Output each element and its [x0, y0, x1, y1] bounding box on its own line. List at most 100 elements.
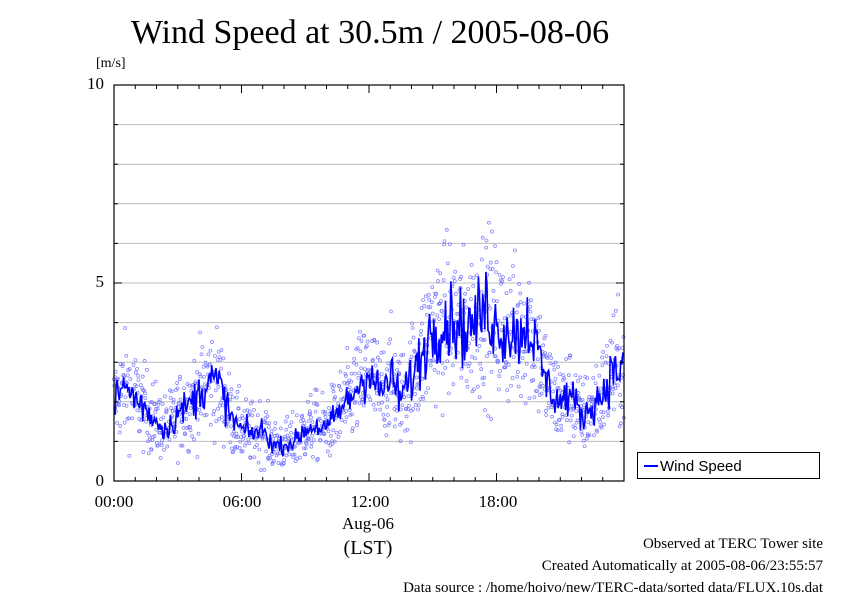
sample-point	[143, 396, 148, 400]
sample-point	[496, 387, 501, 392]
sample-point	[392, 424, 397, 429]
sample-point	[135, 408, 140, 413]
sample-point	[551, 362, 556, 367]
sample-point	[232, 434, 237, 439]
sample-point	[379, 350, 384, 355]
sample-point	[394, 408, 399, 413]
sample-point	[407, 403, 411, 408]
sample-point	[416, 407, 420, 412]
sample-point	[133, 370, 138, 375]
sample-point	[502, 316, 507, 321]
sample-point	[205, 364, 210, 369]
sample-point	[171, 409, 175, 413]
sample-point	[489, 369, 494, 374]
sample-point	[523, 373, 528, 377]
sample-point	[451, 382, 456, 387]
sample-point	[485, 354, 489, 359]
sample-point	[479, 289, 484, 294]
sample-point	[246, 437, 251, 442]
sample-point	[366, 394, 371, 399]
sample-point	[568, 353, 573, 358]
sample-point	[506, 399, 511, 404]
sample-point	[318, 438, 323, 443]
sample-point	[275, 451, 280, 456]
sample-point	[577, 395, 582, 400]
sample-point	[484, 238, 489, 243]
sample-point	[198, 411, 203, 416]
sample-point	[551, 389, 556, 394]
sample-point	[574, 409, 578, 413]
sample-point	[349, 379, 354, 384]
sample-point	[157, 397, 162, 402]
sample-point	[548, 352, 552, 357]
sample-point	[524, 361, 529, 366]
sample-point	[308, 412, 313, 416]
sample-point	[320, 390, 325, 395]
sample-point	[247, 409, 252, 414]
sample-point	[477, 395, 482, 400]
sample-point	[483, 408, 487, 412]
sample-point	[496, 358, 500, 363]
sample-point	[559, 428, 564, 432]
x-axis-label: (LST)	[343, 537, 393, 559]
sample-point	[408, 340, 412, 345]
sample-point	[514, 310, 519, 315]
sample-point	[310, 419, 315, 424]
sample-point	[130, 416, 135, 421]
sample-point	[358, 329, 362, 334]
sample-point	[263, 410, 268, 414]
series-lines	[113, 271, 624, 457]
sample-point	[219, 366, 224, 371]
sample-point	[519, 314, 524, 319]
sample-point	[208, 362, 212, 367]
sample-point	[210, 340, 214, 344]
sample-point	[593, 381, 598, 386]
sample-point	[147, 433, 152, 438]
sample-point	[357, 401, 362, 406]
sample-point	[193, 379, 198, 384]
sample-point	[336, 401, 341, 406]
sample-point	[124, 403, 129, 408]
sample-point	[359, 366, 363, 371]
sample-point	[491, 288, 496, 293]
sample-point	[118, 362, 123, 366]
sample-point	[602, 422, 606, 427]
sample-point	[152, 434, 157, 438]
legend: Wind Speed	[637, 452, 820, 479]
sample-point	[356, 375, 361, 380]
sample-point	[527, 396, 532, 401]
sample-point	[229, 387, 234, 392]
sample-point	[177, 377, 182, 382]
sample-point	[127, 367, 132, 371]
sample-point	[578, 375, 583, 380]
sample-point	[511, 355, 516, 360]
sample-point	[505, 388, 510, 392]
sample-point	[473, 356, 477, 361]
sample-point	[424, 312, 429, 317]
sample-point	[304, 442, 309, 447]
sample-point	[242, 443, 247, 448]
sample-point	[470, 337, 475, 341]
sample-point	[438, 271, 443, 276]
sample-point	[532, 395, 537, 400]
sample-point	[441, 278, 446, 283]
sample-point	[535, 389, 539, 394]
y-tick-label: 10	[87, 74, 104, 93]
sample-point	[420, 394, 425, 399]
sample-point	[247, 441, 252, 446]
sample-point	[120, 364, 125, 369]
sample-point	[421, 397, 426, 401]
sample-point	[161, 415, 166, 420]
sample-point	[398, 407, 403, 412]
sample-point	[282, 458, 287, 463]
sample-point	[345, 365, 350, 369]
sample-point	[528, 304, 533, 309]
sample-point	[199, 352, 204, 357]
sample-point	[229, 446, 234, 451]
sample-point	[581, 438, 586, 443]
sample-point	[475, 348, 480, 353]
sample-point	[549, 356, 554, 360]
sample-point	[570, 406, 575, 411]
sample-point	[538, 314, 543, 319]
sample-point	[436, 279, 440, 283]
